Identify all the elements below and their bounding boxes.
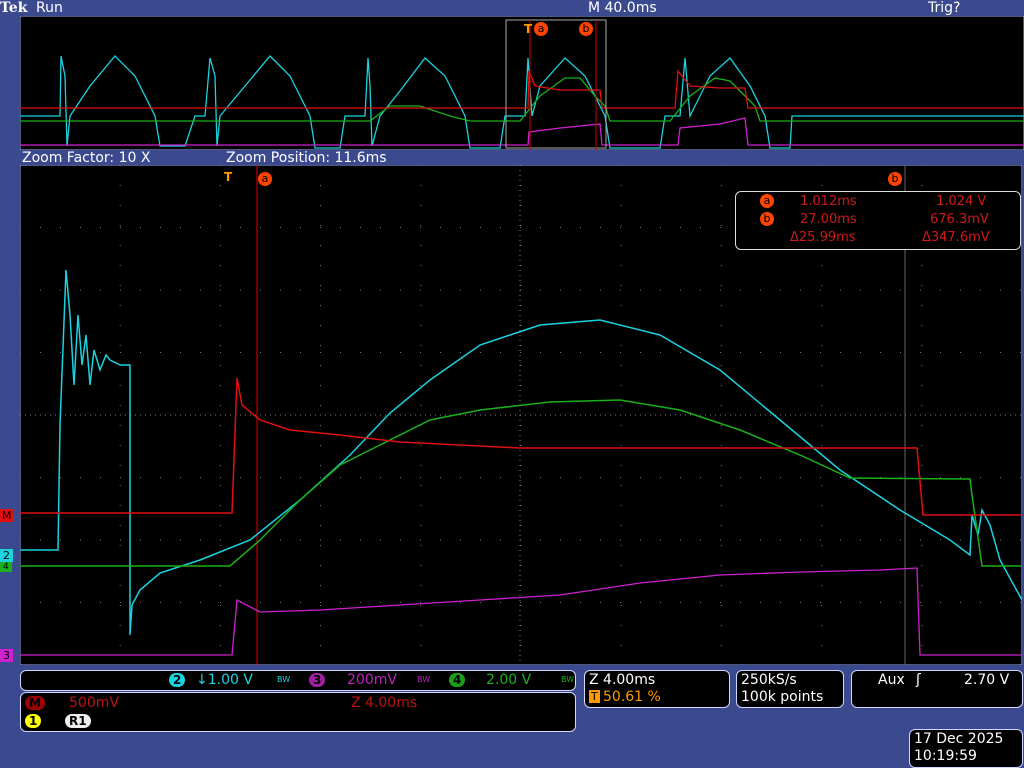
horizontal-zoom: Z 4.00ms — [589, 672, 656, 688]
cursor-b-handle[interactable]: b — [888, 172, 902, 186]
trigger-source: Aux — [878, 672, 905, 688]
ch2-bw-icon: BW — [277, 675, 291, 684]
cursor-a-handle[interactable]: a — [258, 172, 272, 186]
cursor-delta-value: Δ347.6mV — [922, 230, 990, 245]
overview-trigger-marker: T — [524, 22, 533, 36]
ch2-scale[interactable]: ↓1.00 V — [196, 672, 253, 688]
ch4-badge[interactable]: 4 — [449, 673, 466, 687]
ch1-badge[interactable]: 1 — [25, 714, 42, 728]
channel-scale-bar[interactable]: 2 ↓1.00 V BW 3 200mV BW 4 2.00 V BW — [20, 670, 576, 691]
trigger-position: 50.61 % — [603, 689, 661, 705]
cursor-b-value: 676.3mV — [930, 212, 989, 227]
sample-rate: 250kS/s — [741, 672, 797, 688]
datetime-panel: 17 Dec 2025 10:19:59 — [909, 729, 1023, 768]
overview-cursor-a[interactable]: a — [534, 22, 548, 36]
math-ref-panel[interactable]: M 500mV Z 4.00ms 1 R1 — [20, 692, 576, 732]
math-scale[interactable]: 500mV — [69, 695, 119, 711]
ch2-ground-marker[interactable]: 2 — [0, 549, 13, 562]
cursor-readout: a 1.012ms 1.024 V b 27.00ms 676.3mV Δ25.… — [735, 191, 1021, 250]
ch3-badge[interactable]: 3 — [309, 673, 326, 687]
ch3-scale[interactable]: 200mV — [347, 672, 397, 688]
trigger-state: Trig? — [928, 0, 961, 16]
zoom-window-bracket — [505, 19, 607, 149]
ref1-badge[interactable]: R1 — [65, 714, 91, 728]
overview-ch3-trace — [20, 117, 1024, 146]
tek-logo: Tek — [0, 0, 28, 16]
trigger-position-icon: T — [589, 690, 600, 703]
trigger-level: 2.70 V — [964, 672, 1010, 688]
cursor-a-time: 1.012ms — [800, 194, 857, 209]
timebase-readout: M 40.0ms — [588, 0, 657, 16]
overview-waveform[interactable] — [20, 16, 1024, 150]
trigger-panel[interactable]: Aux ʃ 2.70 V — [851, 670, 1023, 708]
overview-ch2-trace — [20, 55, 1024, 149]
zoom-factor: Zoom Factor: 10 X — [22, 150, 151, 166]
overview-cursor-b[interactable]: b — [579, 22, 593, 36]
record-length: 100k points — [741, 689, 824, 705]
cursor-a-badge: a — [760, 194, 774, 208]
math-ground-marker[interactable]: M — [0, 509, 14, 522]
cursor-b-time: 27.00ms — [800, 212, 857, 227]
time: 10:19:59 — [914, 748, 977, 764]
ch4-bw-icon: BW — [561, 675, 575, 684]
ch4-scale[interactable]: 2.00 V — [486, 672, 532, 688]
overview-ch4-trace — [20, 77, 1024, 122]
zoom-position: Zoom Position: 11.6ms — [226, 150, 387, 166]
ch4-ground-marker[interactable]: 4 — [0, 562, 12, 572]
cursor-delta-time: Δ25.99ms — [790, 230, 856, 245]
ch2-trace — [20, 269, 1022, 636]
ch2-badge[interactable]: 2 — [169, 673, 186, 687]
acquisition-panel[interactable]: 250kS/s 100k points — [736, 670, 844, 708]
cursor-a-value: 1.024 V — [936, 194, 987, 209]
cursor-b-badge: b — [760, 212, 774, 226]
math-badge[interactable]: M — [25, 696, 45, 710]
acquisition-status: Run — [36, 0, 63, 16]
ch3-trace — [20, 567, 1022, 656]
horizontal-panel[interactable]: Z 4.00ms T 50.61 % — [584, 670, 730, 708]
ch3-ground-marker[interactable]: 3 — [0, 649, 13, 662]
rising-edge-icon: ʃ — [916, 672, 921, 688]
trigger-marker: T — [224, 170, 233, 184]
date: 17 Dec 2025 — [914, 731, 1004, 747]
math-zoom: Z 4.00ms — [351, 695, 418, 711]
ch3-bw-icon: BW — [417, 675, 431, 684]
math-trace — [20, 377, 1022, 516]
ch4-trace — [20, 399, 1022, 567]
